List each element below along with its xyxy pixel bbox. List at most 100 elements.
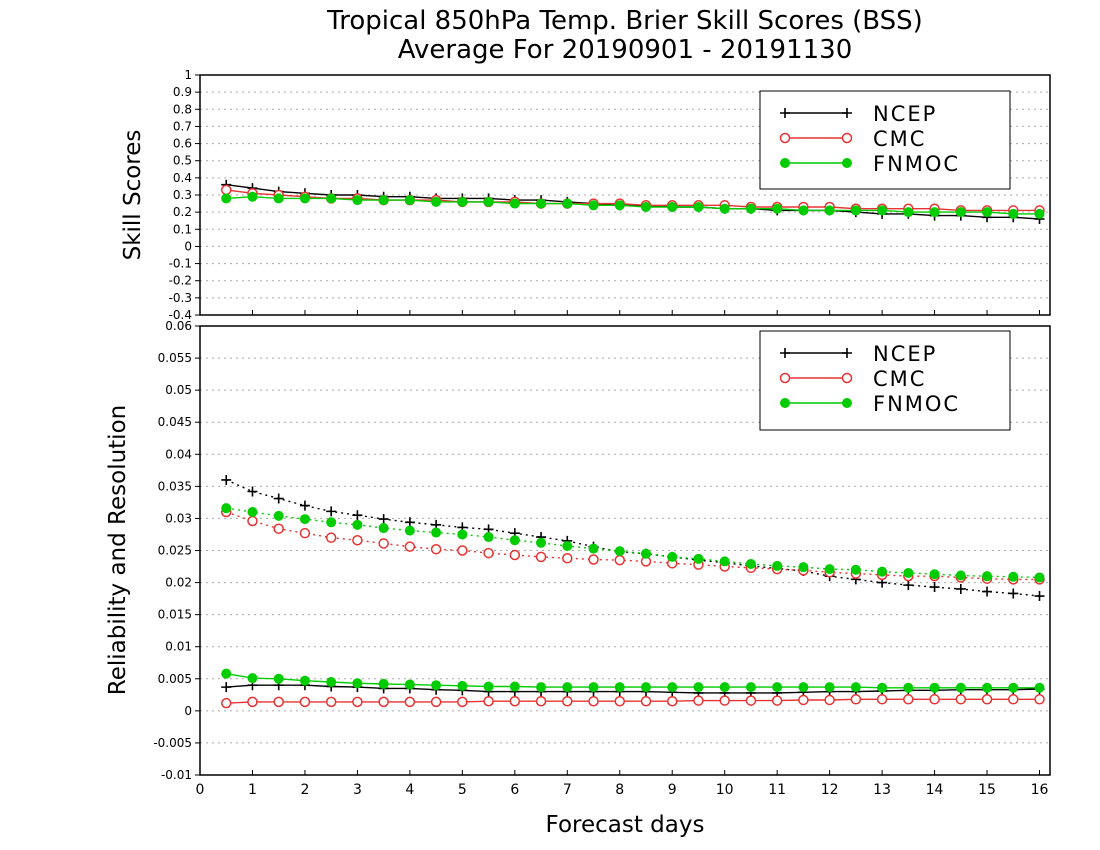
bottom-cmc-resolution-point [430, 543, 442, 555]
top-fnmoc-point [798, 205, 809, 216]
bottom-cmc-resolution-point [483, 547, 494, 559]
bottom-fnmoc-resolution-point [955, 570, 966, 581]
top-y-tick-label: 0.3 [173, 188, 192, 202]
bottom-y-tick-label: 0.045 [158, 415, 192, 429]
top-y-tick-label: -0.2 [169, 274, 192, 288]
bottom-fnmoc-resolution-point [221, 503, 232, 514]
bottom-cmc-reliability-point [955, 694, 967, 705]
bottom-ncep-resolution-point [955, 583, 966, 594]
top-fnmoc-point [431, 196, 442, 207]
bottom-fnmoc-resolution-point [1008, 571, 1019, 582]
bottom-fnmoc-resolution-point [745, 558, 756, 569]
top-legend-marker-cmc [841, 132, 853, 144]
top-fnmoc-point [352, 195, 363, 206]
bottom-fnmoc-resolution-point [667, 551, 678, 562]
top-y-tick-label: 0.5 [173, 154, 192, 168]
bottom-y-axis-label: Reliability and Resolution [105, 405, 131, 695]
bottom-cmc-reliability-point [220, 697, 232, 709]
x-tick-label: 5 [458, 782, 467, 798]
bottom-y-tick-label: -0.005 [153, 736, 192, 750]
top-legend-label-ncep: NCEP [873, 102, 937, 126]
bottom-plot-frame [199, 325, 1051, 776]
x-tick-label: 14 [926, 782, 944, 798]
top-fnmoc-point [562, 198, 573, 209]
bottom-fnmoc-reliability-point [798, 682, 809, 693]
chart-title-line1: Tropical 850hPa Temp. Brier Skill Scores… [326, 6, 923, 36]
top-fnmoc-point [1034, 208, 1045, 219]
bottom-cmc-reliability-point [666, 695, 678, 707]
bottom-y-tick-label: 0.02 [165, 576, 192, 590]
bottom-fnmoc-reliability-point [378, 678, 389, 689]
bottom-y-tick-label: 0.035 [158, 479, 192, 493]
top-fnmoc-point [483, 196, 494, 207]
bottom-fnmoc-resolution-point [798, 562, 809, 573]
bottom-fnmoc-resolution-point [299, 514, 310, 525]
bottom-cmc-reliability-point [903, 694, 914, 705]
top-fnmoc-point [326, 193, 337, 204]
bottom-fnmoc-reliability-point [221, 668, 232, 679]
bottom-cmc-resolution-point [457, 545, 468, 556]
bottom-fnmoc-reliability-point [640, 682, 651, 693]
x-tick-label: 7 [563, 782, 572, 798]
top-ncep-line [226, 184, 1040, 220]
top-legend-marker-fnmoc [842, 158, 852, 168]
bottom-legend-label-ncep: NCEP [873, 342, 937, 366]
bottom-y-tick-label: 0.025 [158, 544, 192, 558]
bottom-fnmoc-reliability-point [903, 682, 914, 693]
top-y-tick-label: 0.9 [173, 85, 192, 99]
bottom-y-tick-label: 0 [184, 704, 192, 718]
bottom-cmc-reliability-point [378, 696, 389, 708]
x-tick-label: 4 [405, 782, 414, 798]
top-fnmoc-point [404, 195, 415, 206]
bottom-fnmoc-reliability-point [273, 673, 284, 684]
bottom-cmc-reliability-point [483, 695, 494, 707]
bottom-fnmoc-resolution-point [877, 566, 888, 577]
top-fnmoc-point [378, 195, 389, 206]
top-legend-label-cmc: CMC [873, 127, 926, 151]
bottom-cmc-reliability-point [798, 694, 809, 706]
bottom-ncep-resolution-point [378, 514, 389, 525]
bottom-cmc-reliability-point [299, 696, 311, 708]
bottom-fnmoc-resolution-point [824, 564, 835, 575]
bottom-fnmoc-reliability-point [431, 680, 442, 691]
top-cmc-point [220, 184, 232, 196]
bottom-fnmoc-resolution-point [850, 564, 861, 575]
bottom-fnmoc-reliability-point [509, 681, 520, 692]
bottom-cmc-reliability-point [535, 695, 547, 707]
x-axis-label: Forecast days [546, 812, 705, 838]
bottom-ncep-resolution-point [1008, 588, 1019, 599]
bottom-ncep-resolution-point [299, 500, 310, 511]
bottom-fnmoc-reliability-point [877, 682, 888, 693]
bottom-legend-marker-fnmoc [842, 398, 852, 408]
bottom-ncep-reliability-point [221, 682, 232, 693]
top-legend-marker-ncep [780, 108, 790, 118]
top-fnmoc-point [719, 203, 730, 214]
bottom-cmc-reliability-point [824, 694, 835, 706]
bottom-y-tick-label: 0.03 [165, 511, 192, 525]
top-legend-marker-ncep [842, 108, 852, 118]
x-tick-label: 9 [668, 782, 677, 798]
top-fnmoc-point [1008, 208, 1019, 219]
bottom-cmc-resolution-point [273, 523, 284, 534]
x-tick-label: 1 [248, 782, 257, 798]
bottom-cmc-resolution-line [225, 511, 1040, 581]
bottom-cmc-reliability-point [325, 696, 337, 708]
bottom-ncep-reliability-line [226, 684, 1040, 694]
top-fnmoc-point [772, 203, 783, 214]
top-legend-marker-fnmoc [780, 158, 790, 168]
bottom-ncep-resolution-point [352, 510, 363, 521]
bottom-fnmoc-resolution-point [247, 507, 258, 518]
bottom-cmc-reliability-point [850, 694, 862, 705]
bottom-cmc-reliability-point [562, 695, 573, 707]
top-y-tick-label: 0.4 [173, 171, 192, 185]
bottom-cmc-reliability-point [352, 696, 363, 708]
bottom-ncep-resolution-point [404, 517, 415, 528]
bottom-y-tick-label: -0.01 [161, 768, 192, 782]
bottom-cmc-resolution-point [352, 534, 363, 546]
skill-score-panel: Skill Scores -0.4 -0.3 -0.2 -0.1 0 0.1 0.2 0.3 0… [120, 68, 1051, 322]
bottom-y-tick-label: 0.06 [165, 319, 192, 333]
bottom-cmc-reliability-point [640, 695, 652, 707]
bottom-cmc-resolution-point [535, 551, 547, 563]
bottom-fnmoc-resolution-point [378, 523, 389, 534]
